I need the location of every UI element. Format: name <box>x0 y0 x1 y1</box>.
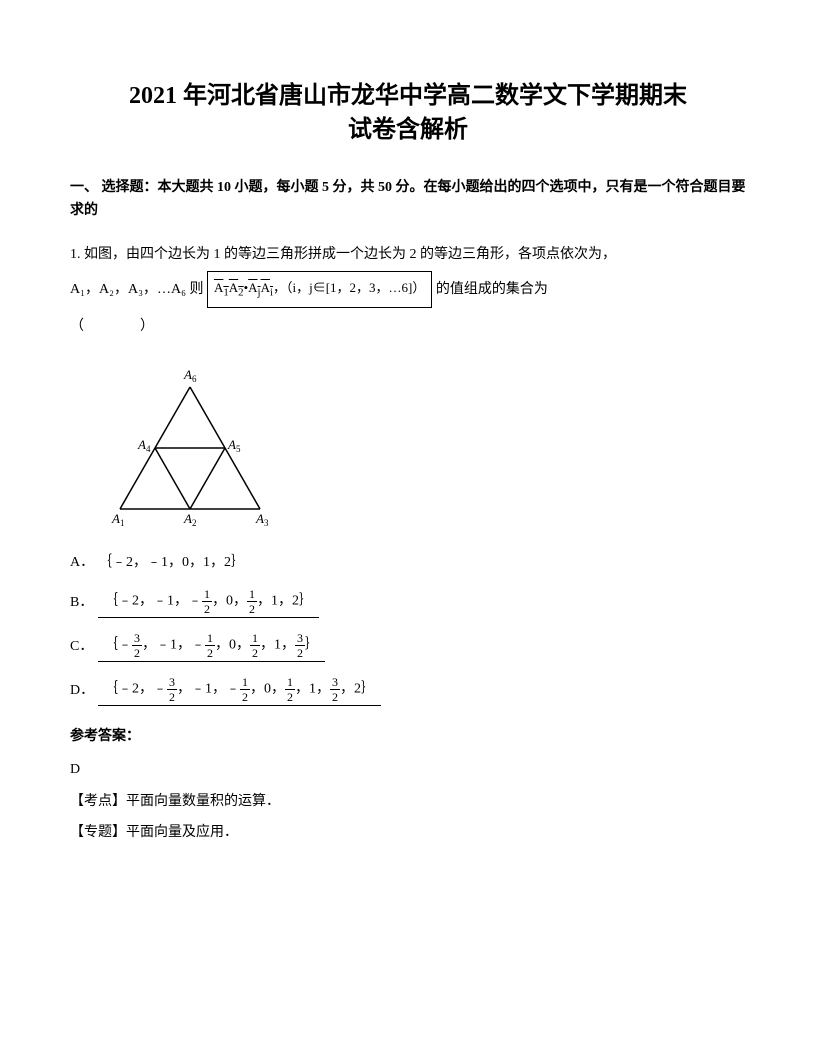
section-header: 一、 选择题：本大题共 10 小题，每小题 5 分，共 50 分。在每小题给出的… <box>70 177 746 222</box>
q1-formula: A1A2•AjAi，（i，j∈[1，2，3，…6]） <box>207 271 432 308</box>
option-a: A． ｛﹣2，﹣1，0，1，2｝ <box>70 552 746 574</box>
option-b-content: ｛﹣2，﹣1，﹣12，0，12，1，2｝ <box>98 588 319 618</box>
option-d: D． ｛﹣2，﹣32，﹣1，﹣12，0，12，1，32，2｝ <box>70 676 746 706</box>
svg-text:A: A <box>111 511 120 526</box>
option-c-label: C． <box>70 636 98 658</box>
frac: 32 <box>330 676 340 703</box>
frac: 32 <box>167 676 177 703</box>
frac: 12 <box>285 676 295 703</box>
option-b-mid2: ，1，2｝ <box>257 594 313 609</box>
svg-text:6: 6 <box>192 374 197 384</box>
option-c-mid2: ，0， <box>215 638 250 653</box>
svg-text:A: A <box>227 437 236 452</box>
option-d-mid2: ，0， <box>250 682 285 697</box>
frac: 32 <box>295 632 305 659</box>
svg-text:2: 2 <box>192 518 197 528</box>
option-b-open: ｛﹣2，﹣1，﹣ <box>104 594 202 609</box>
option-b-mid1: ，0， <box>212 594 247 609</box>
frac: 12 <box>202 588 212 615</box>
option-c: C． ｛﹣32，﹣1，﹣12，0，12，1，32｝ <box>70 632 746 662</box>
analysis-1-label: 【考点】 <box>70 794 126 809</box>
option-c-content: ｛﹣32，﹣1，﹣12，0，12，1，32｝ <box>98 632 325 662</box>
triangle-figure: A 1 A 2 A 3 A 4 A 5 A 6 <box>90 349 746 537</box>
option-c-mid3: ，1， <box>260 638 295 653</box>
option-c-close: ｝ <box>305 638 319 653</box>
svg-text:5: 5 <box>236 444 241 454</box>
svg-text:3: 3 <box>264 518 269 528</box>
frac: 12 <box>247 588 257 615</box>
q1-vertices: A₁，A₂，A₃，…A₆ 则 <box>70 282 203 297</box>
frac: 12 <box>205 632 215 659</box>
page-title: 2021 年河北省唐山市龙华中学高二数学文下学期期末 试卷含解析 <box>70 80 746 147</box>
option-d-label: D． <box>70 680 98 702</box>
answer-letter: D <box>70 759 746 781</box>
q1-part1: 1. 如图，由四个边长为 1 的等边三角形拼成一个边长为 2 的等边三角形，各项… <box>70 247 616 262</box>
svg-text:A: A <box>137 437 146 452</box>
svg-text:A: A <box>183 367 192 382</box>
analysis-2-label: 【专题】 <box>70 825 126 840</box>
analysis-1-text: 平面向量数量积的运算． <box>126 794 280 809</box>
title-line2: 试卷含解析 <box>348 117 468 143</box>
analysis-2: 【专题】平面向量及应用． <box>70 822 746 844</box>
answer-header: 参考答案： <box>70 726 746 748</box>
analysis-1: 【考点】平面向量数量积的运算． <box>70 791 746 813</box>
option-b: B． ｛﹣2，﹣1，﹣12，0，12，1，2｝ <box>70 588 746 618</box>
option-d-open: ｛﹣2，﹣ <box>104 682 167 697</box>
option-d-mid3: ，1， <box>295 682 330 697</box>
option-b-label: B． <box>70 592 98 614</box>
triangle-svg: A 1 A 2 A 3 A 4 A 5 A 6 <box>90 349 290 529</box>
frac: 12 <box>240 676 250 703</box>
option-c-open: ｛﹣ <box>104 638 132 653</box>
frac: 32 <box>132 632 142 659</box>
q1-paren: （ ） <box>70 316 746 338</box>
option-d-mid1: ，﹣1，﹣ <box>177 682 240 697</box>
svg-text:4: 4 <box>146 444 151 454</box>
option-a-label: A． <box>70 552 98 574</box>
title-line1: 2021 年河北省唐山市龙华中学高二数学文下学期期末 <box>129 83 687 109</box>
q1-part2: 的值组成的集合为 <box>436 282 548 297</box>
question-1-text: 1. 如图，由四个边长为 1 的等边三角形拼成一个边长为 2 的等边三角形，各项… <box>70 240 746 308</box>
svg-text:A: A <box>255 511 264 526</box>
svg-text:1: 1 <box>120 518 125 528</box>
option-a-text: ｛﹣2，﹣1，0，1，2｝ <box>98 552 245 574</box>
analysis-2-text: 平面向量及应用． <box>126 825 238 840</box>
option-d-close: ，2｝ <box>340 682 375 697</box>
frac: 12 <box>250 632 260 659</box>
svg-text:A: A <box>183 511 192 526</box>
option-d-content: ｛﹣2，﹣32，﹣1，﹣12，0，12，1，32，2｝ <box>98 676 381 706</box>
option-c-mid1: ，﹣1，﹣ <box>142 638 205 653</box>
